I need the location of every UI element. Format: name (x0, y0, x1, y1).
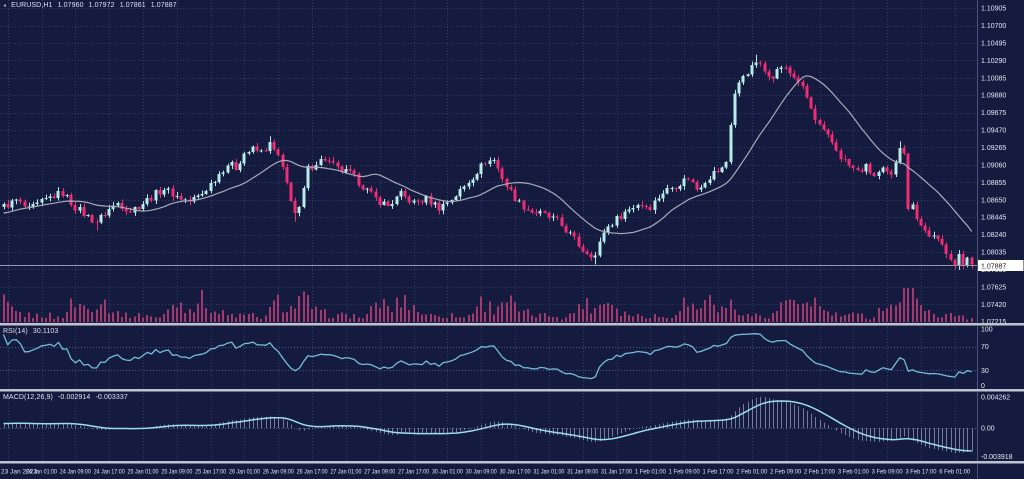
svg-text:1 Feb 09:00: 1 Feb 09:00 (669, 469, 700, 476)
svg-text:25 Jan 17:00: 25 Jan 17:00 (195, 469, 226, 476)
svg-text:0.004262: 0.004262 (981, 394, 1010, 401)
svg-text:27 Jan 17:00: 27 Jan 17:00 (398, 469, 429, 476)
rsi-line-layer (2, 333, 972, 380)
svg-text:31 Jan 09:00: 31 Jan 09:00 (567, 469, 598, 476)
svg-text:1.09675: 1.09675 (981, 110, 1006, 117)
svg-text:30 Jan 01:00: 30 Jan 01:00 (432, 469, 463, 476)
svg-text:0.00: 0.00 (981, 426, 995, 433)
svg-text:70: 70 (981, 344, 989, 351)
svg-text:1.09060: 1.09060 (981, 162, 1006, 169)
svg-text:1.08240: 1.08240 (981, 232, 1006, 239)
svg-text:3 Feb 09:00: 3 Feb 09:00 (872, 469, 903, 476)
svg-text:30 Jan 09:00: 30 Jan 09:00 (466, 469, 497, 476)
svg-text:1.10495: 1.10495 (981, 40, 1006, 47)
svg-text:6 Feb 01:00: 6 Feb 01:00 (939, 469, 970, 476)
panel-separator-macd-timeaxis[interactable] (0, 461, 1024, 464)
svg-text:0: 0 (981, 383, 985, 390)
svg-text:30 Jan 17:00: 30 Jan 17:00 (500, 469, 531, 476)
volume-layer (3, 288, 973, 322)
svg-text:1.07625: 1.07625 (981, 284, 1006, 291)
macd-indicator-label: MACD(12,26,9) -0.002914 -0.003337 (3, 394, 131, 401)
svg-text:1.08855: 1.08855 (981, 180, 1006, 187)
ma-line-layer (3, 75, 973, 235)
svg-text:27 Jan 01:00: 27 Jan 01:00 (330, 469, 361, 476)
svg-text:1.08650: 1.08650 (981, 197, 1006, 204)
svg-text:2 Feb 01:00: 2 Feb 01:00 (736, 469, 767, 476)
svg-text:24 Jan 01:00: 24 Jan 01:00 (26, 469, 57, 476)
svg-text:26 Jan 01:00: 26 Jan 01:00 (229, 469, 260, 476)
svg-text:1.08035: 1.08035 (981, 250, 1006, 257)
svg-text:1.09880: 1.09880 (981, 93, 1006, 100)
ohlc-close-value: 1.07887 (150, 2, 177, 9)
ohlc-high-value: 1.07972 (88, 2, 115, 9)
ohlc-low-value: 1.07861 (119, 2, 146, 9)
svg-text:3 Feb 17:00: 3 Feb 17:00 (905, 469, 936, 476)
svg-text:1.07215: 1.07215 (981, 319, 1006, 326)
rsi-current-value: 30.1103 (32, 328, 59, 335)
macd-layer (3, 396, 973, 454)
svg-text:1.09470: 1.09470 (981, 128, 1006, 135)
svg-text:31 Jan 01:00: 31 Jan 01:00 (533, 469, 564, 476)
svg-text:26 Jan 09:00: 26 Jan 09:00 (263, 469, 294, 476)
svg-text:1.07420: 1.07420 (981, 302, 1006, 309)
ohlc-open-value: 1.07960 (57, 2, 84, 9)
rsi-name: RSI(14) (3, 328, 28, 335)
grid-layer (0, 0, 977, 461)
svg-text:24 Jan 09:00: 24 Jan 09:00 (60, 469, 91, 476)
panel-separator-rsi-macd[interactable] (0, 389, 1024, 392)
candles-layer (2, 54, 974, 270)
svg-text:1.09265: 1.09265 (981, 145, 1006, 152)
current-price-layer: 1.07887 (0, 260, 1024, 271)
svg-text:2 Feb 09:00: 2 Feb 09:00 (770, 469, 801, 476)
svg-text:3 Feb 01:00: 3 Feb 01:00 (838, 469, 869, 476)
svg-text:2 Feb 17:00: 2 Feb 17:00 (804, 469, 835, 476)
panel-separator-main-rsi[interactable] (0, 323, 1024, 326)
svg-text:1.10290: 1.10290 (981, 58, 1006, 65)
svg-text:26 Jan 17:00: 26 Jan 17:00 (297, 469, 328, 476)
svg-text:1.10700: 1.10700 (981, 23, 1006, 30)
svg-text:1 Feb 17:00: 1 Feb 17:00 (703, 469, 734, 476)
macd-signal-value: -0.003337 (95, 394, 128, 401)
svg-text:27 Jan 09:00: 27 Jan 09:00 (364, 469, 395, 476)
chart-title: ◂ EURUSD,H1 1.07960 1.07972 1.07861 1.07… (3, 2, 180, 9)
rsi-indicator-label: RSI(14) 30.1103 (3, 328, 61, 335)
macd-main-value: -0.002914 (57, 394, 91, 401)
current-price-tag: 1.07887 (981, 263, 1006, 270)
svg-text:24 Jan 17:00: 24 Jan 17:00 (94, 469, 125, 476)
svg-text:1.08445: 1.08445 (981, 215, 1006, 222)
svg-text:-0.003918: -0.003918 (981, 454, 1013, 461)
svg-text:1.07830: 1.07830 (981, 267, 1006, 274)
svg-text:100: 100 (981, 327, 993, 334)
svg-text:1.10905: 1.10905 (981, 6, 1006, 13)
macd-name: MACD(12,26,9) (3, 394, 53, 401)
svg-text:23 Jan 2023: 23 Jan 2023 (1, 469, 37, 476)
svg-text:25 Jan 09:00: 25 Jan 09:00 (161, 469, 192, 476)
svg-text:1.10085: 1.10085 (981, 75, 1006, 82)
svg-text:30: 30 (981, 368, 989, 375)
time-axis[interactable] (0, 464, 1024, 479)
price-axis-labels: 1.10905 1.10700 1.10495 1.10290 1.10085 1.098… (977, 0, 1013, 479)
symbol-period-label: EURUSD,H1 (11, 2, 53, 9)
svg-text:1 Feb 01:00: 1 Feb 01:00 (635, 469, 666, 476)
svg-text:25 Jan 01:00: 25 Jan 01:00 (128, 469, 159, 476)
price-axis[interactable] (977, 0, 1024, 461)
symbol-marker-icon: ◂ (3, 3, 7, 9)
svg-text:31 Jan 17:00: 31 Jan 17:00 (601, 469, 632, 476)
